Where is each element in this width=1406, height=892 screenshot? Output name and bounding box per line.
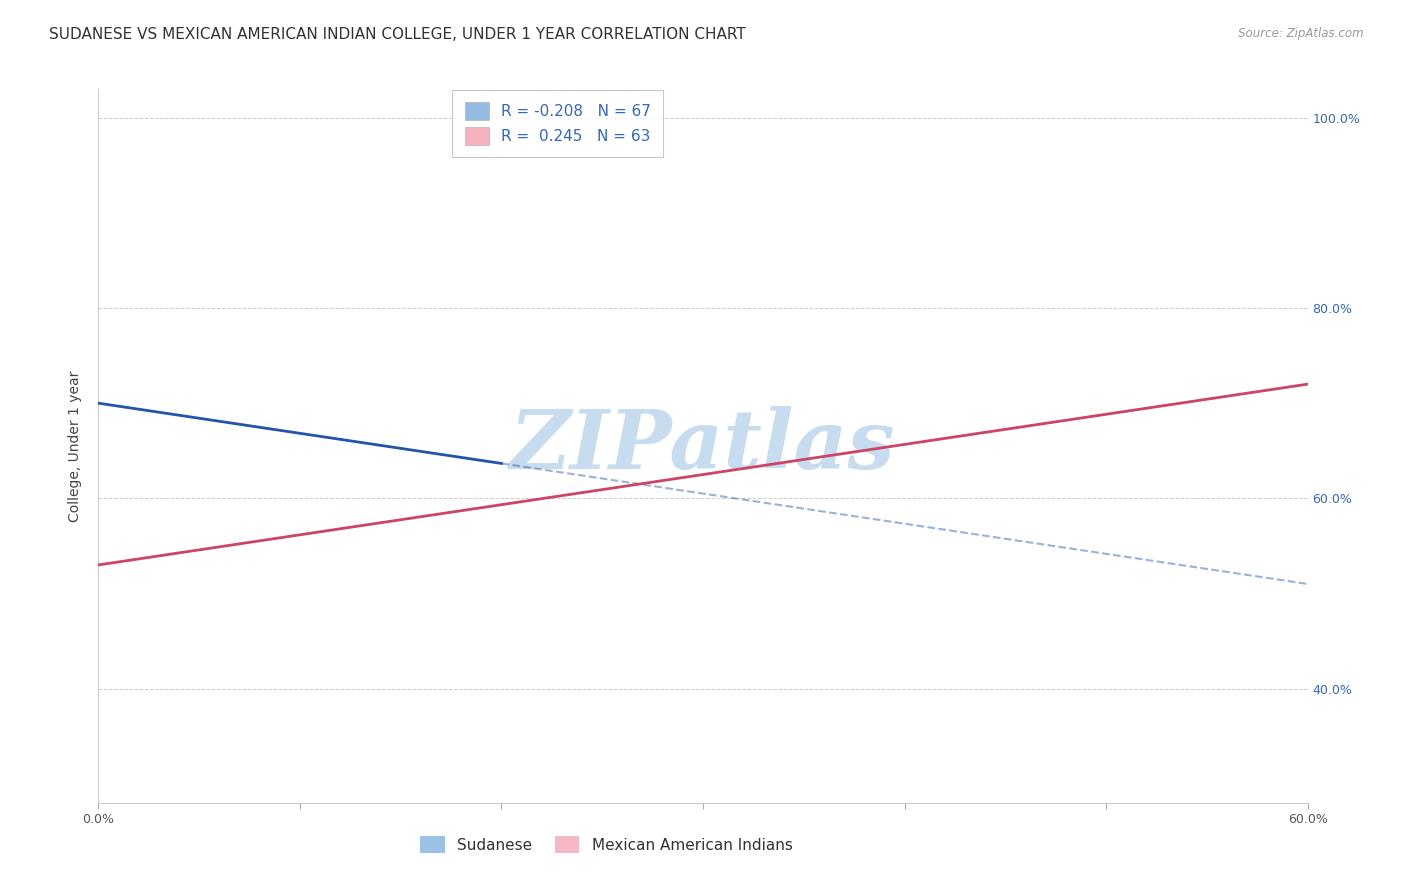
Text: ZIPatlas: ZIPatlas xyxy=(510,406,896,486)
Text: SUDANESE VS MEXICAN AMERICAN INDIAN COLLEGE, UNDER 1 YEAR CORRELATION CHART: SUDANESE VS MEXICAN AMERICAN INDIAN COLL… xyxy=(49,27,747,42)
Y-axis label: College, Under 1 year: College, Under 1 year xyxy=(69,370,83,522)
Legend: Sudanese, Mexican American Indians: Sudanese, Mexican American Indians xyxy=(413,830,799,859)
Text: Source: ZipAtlas.com: Source: ZipAtlas.com xyxy=(1239,27,1364,40)
